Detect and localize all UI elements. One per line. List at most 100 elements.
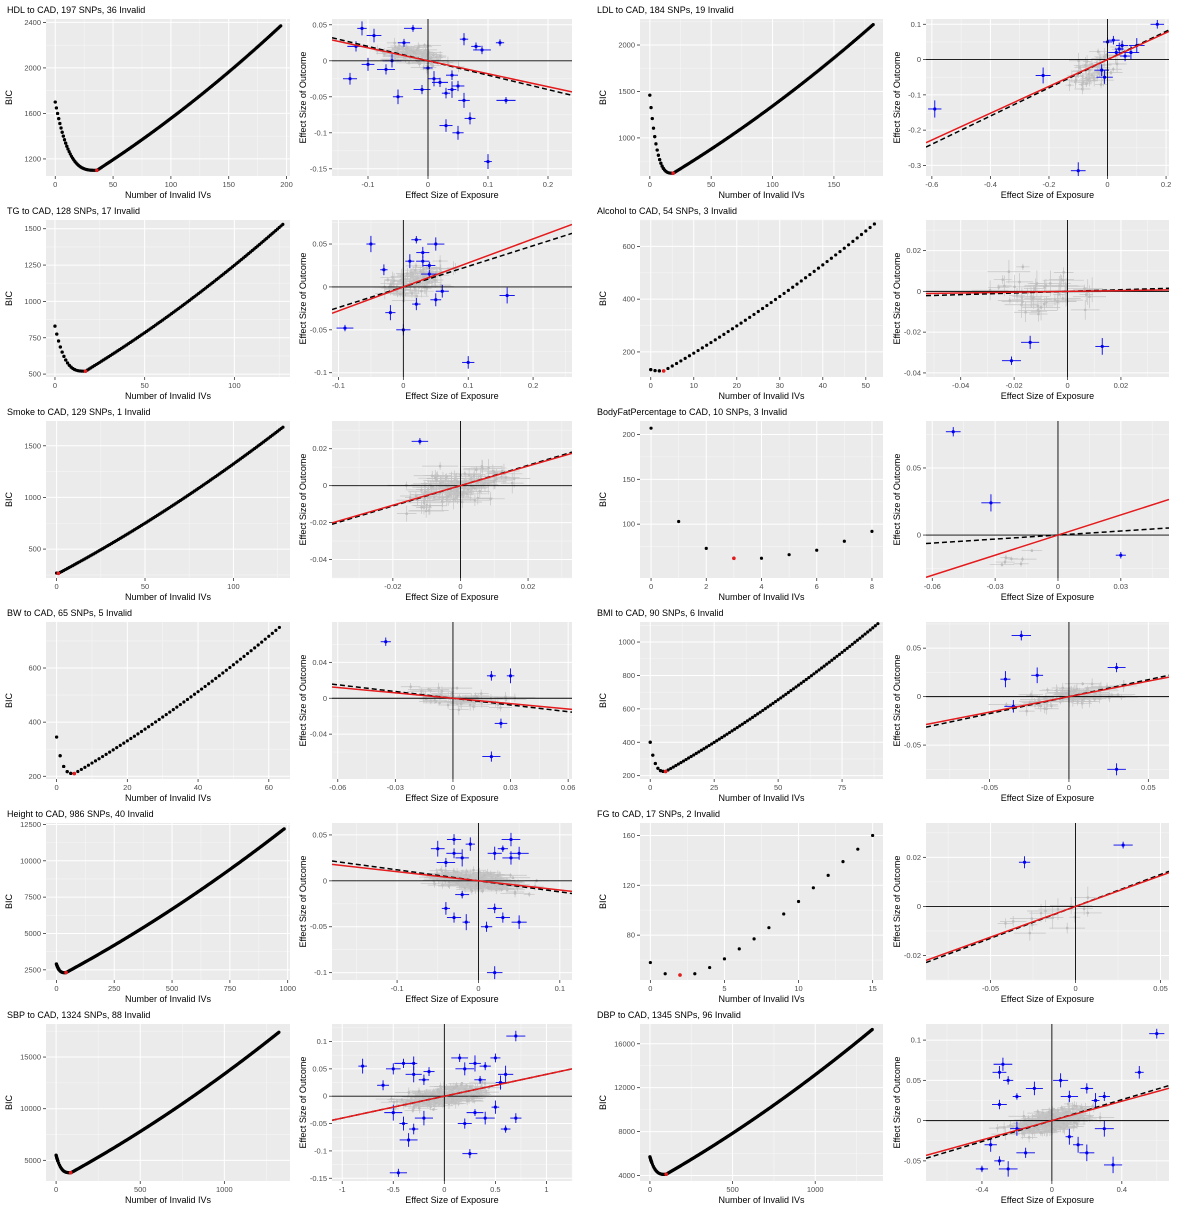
bic-point xyxy=(669,766,673,771)
bic-point xyxy=(863,632,867,636)
p1s-invalid-snps xyxy=(928,19,1165,176)
bic-point xyxy=(277,625,281,630)
chart-pair-2: LDL to CAD, 184 SNPs, 19 Invalid 0 50 100 15… xyxy=(597,5,1171,200)
invalid-snp-point xyxy=(501,847,505,851)
valid-snp-point xyxy=(452,498,455,501)
valid-snp-point xyxy=(419,270,422,273)
p7b-tick-label-x: 0 xyxy=(648,783,652,792)
p7b-tick-label-y: 400 xyxy=(622,738,635,747)
valid-snp-point xyxy=(471,486,475,489)
robust-fit-line xyxy=(332,452,572,524)
p1b-gridlines xyxy=(640,19,883,176)
bic-point xyxy=(171,707,175,712)
valid-snp-point xyxy=(1083,696,1086,700)
valid-snp-point xyxy=(473,498,477,502)
bic-point xyxy=(848,644,852,648)
valid-snp-point xyxy=(475,468,478,472)
p7b-panel-bg xyxy=(640,622,883,779)
bic-point xyxy=(270,631,274,635)
p7b-tick-label-y: 1000 xyxy=(618,638,635,647)
bic-point xyxy=(786,690,790,695)
p6b-tick-label-y: 600 xyxy=(28,664,41,673)
valid-snp-point xyxy=(1086,911,1090,915)
bic-point xyxy=(708,965,712,970)
bic-point xyxy=(802,679,806,683)
valid-snp-point xyxy=(1074,78,1078,82)
p5b-tick-label-x: 4 xyxy=(759,582,763,591)
p8s-x-axis-label: Effect Size of Exposure xyxy=(405,994,498,1004)
bic-point xyxy=(709,340,713,345)
valid-snp-point xyxy=(426,281,429,284)
bic-point xyxy=(221,671,225,675)
valid-snp-point xyxy=(1102,63,1106,67)
bic-point xyxy=(168,710,172,714)
robust-fit-line xyxy=(926,498,1169,578)
invalid-snp-point xyxy=(436,847,440,851)
bic-point xyxy=(231,663,236,667)
bic-point xyxy=(143,727,147,731)
valid-snp-point xyxy=(416,46,420,49)
bic-point xyxy=(811,886,815,890)
bic-point xyxy=(164,712,168,717)
valid-snp-point xyxy=(486,886,490,889)
invalid-snp-point xyxy=(493,906,497,910)
p9b-x-axis-label: Number of Invalid IVs xyxy=(718,994,805,1004)
p0b-x-axis-label: Number of Invalid IVs xyxy=(125,190,212,200)
valid-snp-point xyxy=(425,504,429,507)
invalid-snp-point xyxy=(440,289,444,293)
valid-snp-point xyxy=(1003,284,1006,288)
p7b-y-axis-label: BIC xyxy=(598,693,608,709)
p3b-tick-label-x: 50 xyxy=(862,381,870,390)
valid-snp-point xyxy=(463,886,467,890)
bic-point xyxy=(281,425,285,429)
valid-snp-point xyxy=(383,52,386,55)
p9s-tick-label-x: 0 xyxy=(1073,984,1077,993)
bic-point xyxy=(782,912,786,916)
valid-snp-point xyxy=(456,494,459,497)
valid-snp-point xyxy=(1111,67,1115,71)
bic-point xyxy=(702,747,706,751)
valid-snp-point xyxy=(456,875,460,878)
bic-point xyxy=(663,972,667,976)
bic-point xyxy=(871,22,875,27)
p6s-plot-area xyxy=(332,622,572,779)
valid-snp-point xyxy=(481,889,484,893)
bic-point xyxy=(822,664,826,668)
bic-point xyxy=(97,757,101,761)
valid-snp-point xyxy=(1109,71,1113,74)
valid-snp-point xyxy=(1044,909,1047,913)
bic-point xyxy=(61,134,65,138)
valid-snp-point xyxy=(1086,896,1090,899)
p7s-tick-label-x: -0.05 xyxy=(981,783,998,792)
valid-snp-point xyxy=(457,708,461,711)
p6s-tick-label-x: 0.03 xyxy=(503,783,518,792)
invalid-snp-point xyxy=(509,856,513,860)
valid-snp-point xyxy=(1092,78,1096,82)
invalid-snp-point xyxy=(1117,47,1121,51)
valid-snp-point xyxy=(483,873,486,877)
valid-snp-point xyxy=(394,46,397,49)
invalid-snp-point xyxy=(1019,633,1023,638)
p10b-bic-points xyxy=(54,1030,281,1175)
bic-point xyxy=(748,315,752,319)
valid-snp-point xyxy=(440,690,444,693)
invalid-snp-point xyxy=(411,26,415,30)
p1s-tick-label-y: 0 xyxy=(917,55,921,64)
invalid-snp-point xyxy=(1123,54,1127,58)
bic-min-point xyxy=(732,556,736,561)
p8b-tick-label-x: 250 xyxy=(108,984,121,993)
p0s-tick-label-y: 0 xyxy=(323,56,327,65)
panel-title: Alcohol to CAD, 54 SNPs, 3 Invalid xyxy=(597,206,737,216)
p0b-tick-label-x: 0 xyxy=(53,180,57,189)
p2b-tick-label-y: 1250 xyxy=(24,261,41,270)
p7s-tick-label-y: 0.05 xyxy=(906,644,921,653)
bic-point xyxy=(761,708,765,713)
bic-point xyxy=(779,696,783,700)
p2b-y-axis-label: BIC xyxy=(4,291,14,307)
bic-point xyxy=(59,126,63,130)
p5s-valid-snps xyxy=(989,549,1043,567)
invalid-snp-point xyxy=(369,242,373,246)
bic-point xyxy=(260,640,264,644)
chart-pair-5: Smoke to CAD, 129 SNPs, 1 Invalid 0 50 100 5… xyxy=(4,407,572,602)
p2s-tick-label-y: -0.05 xyxy=(310,325,327,334)
